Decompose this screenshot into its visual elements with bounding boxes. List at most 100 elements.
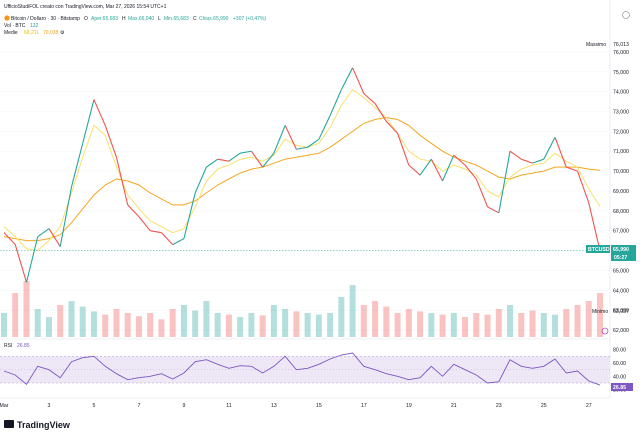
price-tick-label: 74,000 (613, 90, 629, 96)
rsi-tick-label: 60.00 (613, 361, 626, 367)
volume-bar (417, 311, 424, 337)
volume-bar (394, 313, 401, 337)
price-segment (104, 125, 117, 158)
time-tick-label: 15 (316, 403, 322, 409)
low-label: L (158, 16, 161, 22)
price-segment (498, 151, 511, 213)
volume-bar (57, 305, 64, 337)
volume-bar (12, 293, 19, 337)
volume-bar (372, 301, 379, 337)
rsi-tick-label: 80.00 (613, 348, 626, 354)
time-tick-label: 9 (182, 403, 185, 409)
change-value: +307 (+0,47%) (233, 16, 266, 22)
price-segment (37, 228, 50, 238)
volume-bar (529, 310, 536, 337)
volume-bar (135, 316, 142, 337)
price-segment (150, 230, 162, 234)
price-segment (397, 133, 410, 166)
price-segment (48, 228, 61, 247)
time-tick-label: Mar (0, 403, 9, 409)
rsi-current-value: 26.85 (613, 385, 626, 391)
price-tick-label: 69,000 (613, 189, 629, 195)
price-segment (82, 99, 95, 144)
volume-bar (428, 313, 435, 337)
countdown: 05:27 (614, 255, 627, 261)
volume-bar (507, 305, 514, 337)
price-segment (318, 115, 331, 140)
legend-volume-row[interactable]: Vol · BTC 132 (4, 23, 39, 29)
volume-bar (327, 313, 334, 337)
price-segment (487, 206, 500, 214)
settings-icon[interactable]: ⚙ (60, 30, 65, 36)
volume-bar (383, 306, 390, 337)
price-segment (194, 166, 207, 194)
volume-bar (113, 309, 120, 337)
volume-label: Vol · BTC (4, 23, 26, 29)
price-segment (543, 137, 556, 160)
time-tick-label: 23 (496, 403, 502, 409)
volume-bar (484, 314, 491, 337)
price-segment (363, 93, 376, 104)
ma-slow-value: 70,038 (43, 30, 59, 36)
volume-bar (574, 305, 581, 337)
legend-symbol-row[interactable]: Bitcoin / Dollaro · 30 · Bitstamp O Aper… (4, 15, 266, 22)
price-segment (115, 157, 129, 205)
bitcoin-icon (4, 15, 10, 21)
ma-label: Medie (4, 30, 18, 36)
price-tick-label: 63,000 (613, 308, 629, 314)
min-value: 63,037 (613, 309, 629, 315)
price-tick-label: 72,000 (613, 129, 629, 135)
max-marker: Massimo 76,013 (586, 42, 629, 48)
open-label: O (84, 16, 88, 22)
volume-bar (102, 314, 109, 337)
volume-bar (552, 314, 559, 337)
current-price-tag[interactable]: BTCUSD 65,990 05:27 (586, 245, 636, 261)
price-segment (217, 158, 230, 162)
symbol-tag: BTCUSD (588, 247, 610, 253)
volume-bar (360, 305, 367, 337)
price-segment (442, 154, 455, 182)
volume-bar (450, 313, 457, 337)
time-axis[interactable]: Mar 3 5 7 9 11 13 15 17 19 21 23 25 27 (0, 403, 592, 409)
time-tick-label: 19 (406, 403, 412, 409)
price-segment (307, 138, 320, 148)
current-price: 65,990 (613, 247, 629, 253)
grid (0, 51, 610, 331)
price-segment (127, 204, 140, 218)
tradingview-icon (4, 420, 14, 428)
volume-bar (270, 305, 277, 337)
tradingview-logo[interactable]: TradingView (4, 420, 71, 430)
price-tick-label: 67,000 (613, 229, 629, 235)
volume-bar (282, 309, 289, 337)
price-axis[interactable]: 76,000 75,000 74,000 73,000 72,000 71,000 70,0… (613, 50, 629, 334)
time-tick-label: 27 (586, 403, 592, 409)
rsi-tick-label: 40.00 (613, 374, 626, 380)
volume-bar (79, 306, 86, 337)
volume-bar (462, 317, 469, 337)
price-tick-label: 73,000 (613, 110, 629, 116)
legend-ma-row[interactable]: Medie 68,211 70,038 ⚙ (4, 30, 65, 36)
price-tick-label: 62,000 (613, 328, 629, 334)
volume-bar (349, 285, 356, 337)
price-tick-label: 75,000 (613, 70, 629, 76)
open-value: Aper.65,683 (91, 16, 118, 22)
price-segment (329, 89, 342, 116)
price-tick-label: 68,000 (613, 209, 629, 215)
volume-bar (473, 313, 480, 337)
flag-icon[interactable] (622, 11, 630, 19)
rsi-series (3, 352, 601, 386)
volume-bar (180, 305, 187, 337)
time-tick-label: 25 (541, 403, 547, 409)
price-segment (352, 67, 365, 94)
volume-bar (248, 313, 255, 337)
volume-bar (518, 313, 525, 337)
volume-bars (1, 281, 603, 337)
price-segment (183, 192, 196, 239)
volume-bar (23, 281, 30, 337)
time-tick-label: 21 (451, 403, 457, 409)
alert-icon[interactable] (601, 327, 609, 335)
ma-slow-line (3, 116, 601, 242)
price-segment (172, 238, 185, 246)
rsi-tag-bg (611, 383, 633, 391)
